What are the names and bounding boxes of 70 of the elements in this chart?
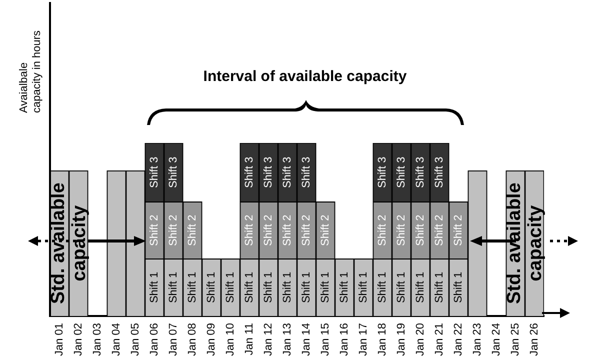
text: Shift 1 xyxy=(320,272,332,304)
x-tick-label: Jan 18 xyxy=(376,322,389,356)
text: Std. available capacity xyxy=(48,182,90,304)
x-tick-label: Jan 03 xyxy=(92,322,104,356)
text: Shift 1 xyxy=(262,272,275,304)
text: Shift 3 xyxy=(434,156,446,188)
x-tick-label: Jan 15 xyxy=(320,322,332,356)
text: Shift 1 xyxy=(338,272,351,304)
x-tick-label: Jan 20 xyxy=(414,322,427,356)
x-tick-label: Jan 01 xyxy=(54,322,66,356)
x-tick-label: Jan 11 xyxy=(244,322,256,356)
x-tick-label: Jan 25 xyxy=(510,322,522,356)
y-axis-title: Avaialbale capacity in hours xyxy=(18,29,44,113)
series-label: Shift 2 xyxy=(244,214,256,246)
x-tick-label: Jan 16 xyxy=(338,322,351,356)
text: Shift 3 xyxy=(300,156,313,188)
text: Shift 3 xyxy=(148,156,161,188)
text: Shift 1 xyxy=(186,272,199,304)
x-tick-label: Jan 04 xyxy=(110,322,123,356)
text: Shift 2 xyxy=(320,214,332,246)
text: Shift 1 xyxy=(206,272,218,304)
x-tick-label: Jan 17 xyxy=(358,322,370,356)
text: Std. available capacity xyxy=(504,182,546,304)
x-tick-label: Jan 10 xyxy=(224,322,237,356)
text: Shift 3 xyxy=(376,156,389,188)
text: Shift 2 xyxy=(376,214,389,246)
series-label: Shift 1 xyxy=(244,272,256,304)
text: Shift 1 xyxy=(452,272,465,304)
x-tick-label: Jan 23 xyxy=(472,322,484,356)
text: Shift 1 xyxy=(358,272,370,304)
text: Shift 3 xyxy=(414,156,427,188)
x-tick-label: Jan 21 xyxy=(434,322,446,356)
text: Shift 1 xyxy=(282,272,294,304)
text: Shift 2 xyxy=(186,214,199,246)
text: Shift 1 xyxy=(168,272,180,304)
text: Shift 2 xyxy=(262,214,275,246)
text: Shift 2 xyxy=(300,214,313,246)
x-tick-label: Jan 13 xyxy=(282,322,294,356)
x-tick-label: Jan 19 xyxy=(396,322,408,356)
text: Shift 1 xyxy=(396,272,408,304)
text: Shift 2 xyxy=(396,214,408,246)
text: Shift 1 xyxy=(376,272,389,304)
text: Shift 1 xyxy=(434,272,446,304)
x-tick-label: Jan 22 xyxy=(452,322,465,356)
text: Shift 1 xyxy=(414,272,427,304)
text: Shift 3 xyxy=(168,156,180,188)
x-tick-label: Jan 05 xyxy=(130,322,142,356)
text: Shift 2 xyxy=(168,214,180,246)
series-label: Shift 3 xyxy=(244,156,256,188)
x-tick-label: Jan 14 xyxy=(300,322,313,356)
text: Shift 3 xyxy=(396,156,408,188)
x-tick-label: Jan 02 xyxy=(72,322,85,356)
text: Shift 1 xyxy=(300,272,313,304)
text: Shift 2 xyxy=(452,214,465,246)
text: Shift 2 xyxy=(414,214,427,246)
text: Shift 2 xyxy=(434,214,446,246)
x-tick-label: Jan 12 xyxy=(262,322,275,356)
text: Interval of available capacity xyxy=(202,68,408,85)
x-tick-label: Jan 06 xyxy=(148,322,161,356)
text: Shift 3 xyxy=(262,156,275,188)
text: Shift 2 xyxy=(282,214,294,246)
x-tick-label: Jan 26 xyxy=(528,322,541,356)
x-tick-label: Jan 07 xyxy=(168,322,180,356)
x-tick-label: Jan 08 xyxy=(186,322,199,356)
x-tick-label: Jan 09 xyxy=(206,322,218,356)
text: Shift 1 xyxy=(224,272,237,304)
text: Shift 2 xyxy=(148,214,161,246)
text: Shift 1 xyxy=(148,272,161,304)
x-tick-label: Jan 24 xyxy=(490,322,503,356)
text: Shift 3 xyxy=(282,156,294,188)
